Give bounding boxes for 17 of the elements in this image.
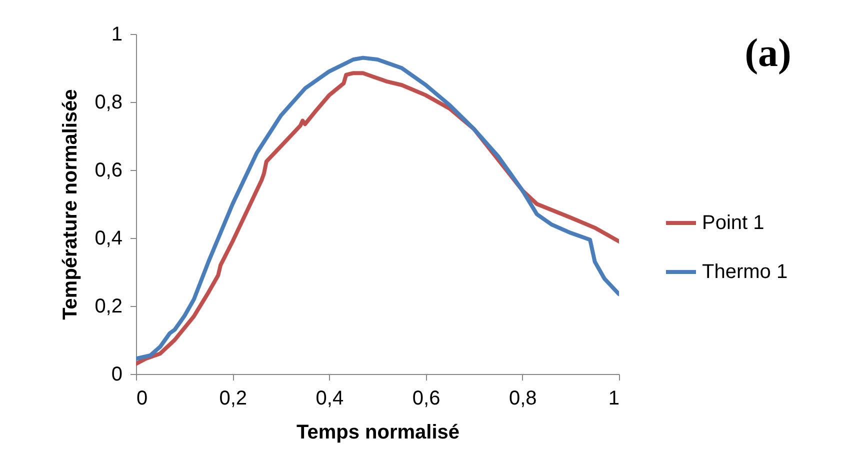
y-tick-label: 0,6 bbox=[94, 160, 122, 182]
y-tick-label: 0,2 bbox=[94, 296, 122, 318]
x-tick-label: 0,4 bbox=[316, 388, 344, 410]
x-tick-label: 0 bbox=[136, 388, 148, 410]
y-tick-label: 0,4 bbox=[94, 228, 122, 250]
y-axis-title: Température normalisée bbox=[60, 89, 82, 320]
legend-label: Thermo 1 bbox=[702, 261, 788, 283]
y-tick-label: 0 bbox=[111, 364, 122, 386]
y-tick-label: 1 bbox=[111, 24, 122, 46]
x-tick-label: 0,6 bbox=[412, 388, 440, 410]
x-tick-label: 1 bbox=[608, 388, 620, 410]
y-tick-label: 0,8 bbox=[94, 92, 122, 114]
legend-label: Point 1 bbox=[702, 212, 764, 234]
x-axis-title: Temps normalisé bbox=[296, 422, 460, 444]
text: (a) bbox=[744, 30, 792, 75]
x-tick-label: 0,2 bbox=[219, 388, 248, 410]
x-tick-label: 0,8 bbox=[508, 388, 537, 410]
